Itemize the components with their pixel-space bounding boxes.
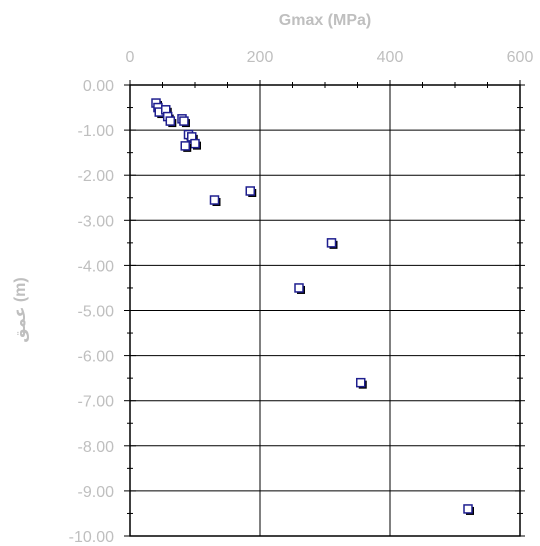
data-point [356, 377, 367, 389]
x-axis-title: Gmax (MPa) [279, 12, 371, 29]
y-tick-labels: 0.00 -1.00 -2.00 -3.00 -4.00 -5.00 -6.00 -7.00 -… [69, 78, 114, 546]
data-point [165, 116, 177, 128]
marker-square [209, 195, 220, 205]
x-tick-labels: 0 200 400 600 [126, 49, 534, 66]
grid-lines [130, 85, 520, 536]
y-tick-label: -8.00 [78, 439, 115, 456]
data-point [326, 238, 338, 249]
y-tick-label: -1.00 [78, 123, 115, 140]
y-tick-label: -7.00 [78, 394, 115, 411]
data-point [245, 186, 257, 197]
data-point [180, 141, 192, 152]
y-tick-label: -10.00 [69, 529, 114, 546]
x-tick-label: 600 [507, 49, 534, 66]
data-point [179, 116, 190, 128]
y-tick-label: -4.00 [78, 258, 115, 275]
marker-square [356, 377, 366, 388]
x-tick-label: 200 [247, 49, 274, 66]
axis-ticks [124, 80, 525, 537]
marker-square [179, 116, 189, 126]
data-point [190, 138, 201, 150]
marker-square [245, 186, 255, 196]
x-tick-label: 400 [377, 49, 404, 66]
marker-square [326, 238, 337, 248]
data-point [209, 195, 221, 207]
y-axis-title: عمق (m) [12, 277, 29, 342]
data-points [151, 98, 474, 515]
data-point [463, 504, 474, 515]
marker-square [463, 504, 473, 514]
data-point [294, 283, 305, 294]
marker-square [165, 116, 176, 126]
marker-square [180, 141, 190, 151]
y-tick-label: -3.00 [78, 213, 115, 230]
y-tick-label: -2.00 [78, 168, 115, 185]
marker-square [190, 138, 200, 149]
marker-square [294, 283, 304, 293]
y-tick-label: -5.00 [78, 304, 115, 321]
y-tick-label: -9.00 [78, 484, 115, 501]
y-tick-label: 0.00 [83, 78, 114, 95]
x-tick-label: 0 [126, 49, 135, 66]
y-tick-label: -6.00 [78, 349, 115, 366]
